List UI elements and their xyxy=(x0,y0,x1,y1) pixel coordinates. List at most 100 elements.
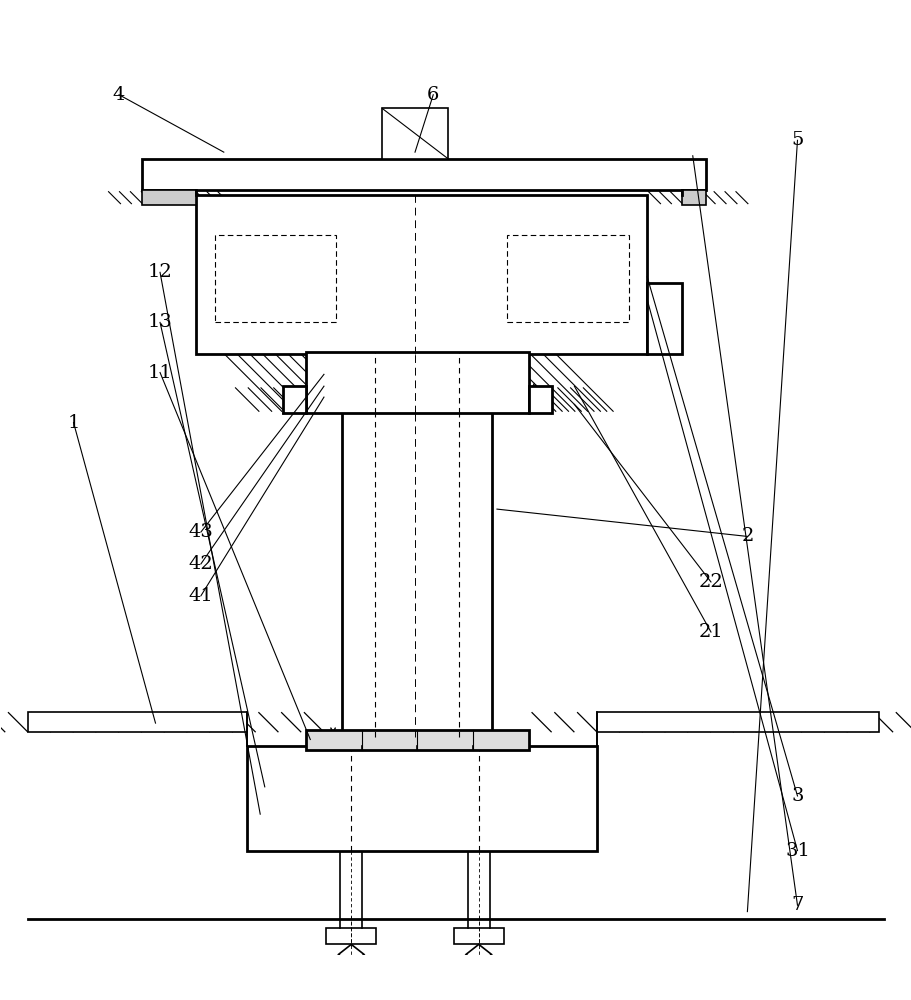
Point xyxy=(379,467,394,483)
Point xyxy=(478,737,493,753)
Point xyxy=(409,489,424,505)
Point xyxy=(479,723,494,739)
Point xyxy=(440,452,455,468)
Point xyxy=(387,623,402,639)
Point xyxy=(473,585,487,601)
Point xyxy=(445,657,459,673)
Point xyxy=(479,473,494,489)
Point xyxy=(454,701,468,717)
Point xyxy=(344,592,359,608)
Point xyxy=(440,702,455,718)
Point xyxy=(448,736,463,752)
Point xyxy=(405,554,420,570)
Point xyxy=(372,656,386,672)
Point xyxy=(348,420,363,436)
Point xyxy=(510,729,525,745)
Point xyxy=(473,740,487,756)
Point xyxy=(434,727,448,743)
Point xyxy=(343,420,358,436)
Point xyxy=(415,541,430,557)
Point xyxy=(369,579,384,595)
Point xyxy=(380,432,394,448)
Point xyxy=(414,735,428,751)
Point xyxy=(408,456,423,472)
Point xyxy=(361,453,375,469)
Point xyxy=(381,721,395,737)
Point xyxy=(358,454,373,470)
Point xyxy=(383,658,397,674)
Point xyxy=(384,468,398,484)
Point xyxy=(463,585,477,601)
Point xyxy=(405,709,420,725)
Point xyxy=(406,593,421,609)
Point xyxy=(362,690,376,706)
Point xyxy=(466,624,480,640)
Point xyxy=(398,604,413,620)
Point xyxy=(392,481,406,497)
Point xyxy=(457,522,472,538)
Point xyxy=(439,732,454,748)
Point xyxy=(466,445,481,461)
Point xyxy=(384,643,399,659)
Point xyxy=(455,539,469,555)
Point xyxy=(377,531,392,547)
Point xyxy=(340,498,354,514)
Point xyxy=(421,614,435,630)
Point xyxy=(337,729,352,745)
Point xyxy=(422,652,436,668)
Point xyxy=(380,673,394,689)
Bar xyxy=(507,235,629,322)
Point xyxy=(435,411,449,427)
Point xyxy=(370,701,384,717)
Point xyxy=(452,586,466,602)
Point xyxy=(421,648,435,664)
Point xyxy=(388,553,403,569)
Point xyxy=(451,423,466,439)
Point xyxy=(500,735,515,751)
Point xyxy=(353,524,367,540)
Point xyxy=(456,705,471,721)
Point xyxy=(466,585,481,601)
Point xyxy=(435,724,450,740)
Point xyxy=(457,461,472,477)
Point xyxy=(376,547,391,563)
Point xyxy=(391,660,405,676)
Point xyxy=(359,622,374,638)
Point xyxy=(474,740,488,756)
Point xyxy=(353,581,368,597)
Point xyxy=(429,731,444,747)
Point xyxy=(476,634,491,650)
Point xyxy=(481,733,496,749)
Point xyxy=(400,690,415,706)
Point xyxy=(380,734,394,750)
Point xyxy=(383,730,397,746)
Point xyxy=(429,555,444,571)
Point xyxy=(451,569,466,585)
Point xyxy=(468,561,483,577)
Point xyxy=(456,740,470,756)
Point xyxy=(342,734,356,750)
Point xyxy=(476,533,491,549)
Point xyxy=(355,571,370,587)
Point xyxy=(369,449,384,465)
Point xyxy=(439,525,454,541)
Point xyxy=(468,418,483,434)
Point xyxy=(307,726,322,742)
Point xyxy=(374,539,388,555)
Point xyxy=(439,718,454,734)
Point xyxy=(376,544,391,560)
Point xyxy=(341,722,355,738)
Point xyxy=(374,731,389,747)
Text: 1: 1 xyxy=(67,414,79,432)
Point xyxy=(442,691,456,707)
Point xyxy=(505,732,519,748)
Point xyxy=(353,728,367,744)
Point xyxy=(348,724,363,740)
Point xyxy=(394,551,409,567)
Point xyxy=(445,562,460,578)
Point xyxy=(431,739,445,755)
Point xyxy=(418,730,433,746)
Point xyxy=(380,413,394,429)
Point xyxy=(447,738,462,754)
Point xyxy=(358,521,373,537)
